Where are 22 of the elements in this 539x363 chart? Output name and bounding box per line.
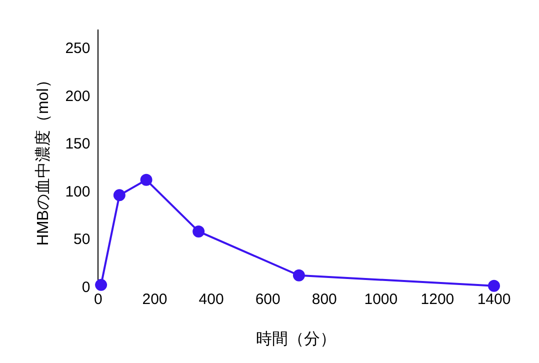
y-tick-label: 0: [82, 278, 90, 296]
x-tick-label: 1400: [477, 290, 511, 308]
x-tick-label: 200: [142, 290, 168, 308]
x-tick-label: 400: [198, 290, 224, 308]
x-tick-label: 600: [255, 290, 280, 308]
y-tick-label: 100: [65, 183, 90, 200]
x-tick-label: 0: [94, 290, 102, 308]
y-tick-label: 150: [65, 136, 90, 153]
y-tick-label: 200: [65, 88, 90, 105]
point: [292, 269, 305, 282]
point: [140, 174, 152, 186]
y-tick-label: 250: [65, 40, 90, 58]
x-tick-label: 1200: [420, 290, 454, 308]
point: [192, 225, 205, 238]
point: [95, 278, 108, 291]
x-tick-label: 1000: [364, 290, 398, 308]
point: [113, 189, 126, 202]
y-tick-label: 50: [74, 231, 90, 248]
x-axis-title: 時間（分）: [256, 330, 336, 348]
y-axis-title: HMBの血中濃度（mol）: [34, 72, 52, 246]
point: [488, 280, 500, 292]
x-tick-label: 800: [312, 290, 337, 308]
